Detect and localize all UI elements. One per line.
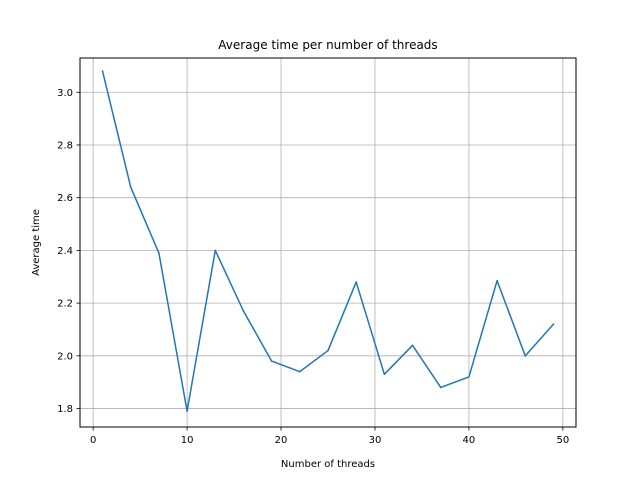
data-point: [552, 323, 555, 325]
data-point: [383, 373, 386, 376]
data-point: [327, 349, 329, 352]
x-tick-label: 0: [90, 435, 96, 446]
y-axis-label: Average time: [31, 209, 42, 276]
data-point: [129, 186, 132, 188]
x-tick-label: 50: [556, 435, 569, 446]
data-point: [496, 279, 498, 282]
x-tick-label: 10: [181, 435, 194, 446]
x-axis-label: Number of threads: [281, 459, 375, 470]
chart-title: Average time per number of threads: [218, 38, 437, 52]
data-point: [411, 344, 414, 347]
x-tick-label: 40: [463, 435, 476, 446]
data-point: [214, 249, 217, 252]
data-point: [468, 376, 470, 378]
y-tick-label: 3.0: [57, 88, 73, 99]
data-point: [524, 355, 527, 357]
data-point: [158, 252, 160, 254]
y-tick-label: 2.0: [57, 351, 73, 362]
series-layer: [101, 70, 555, 412]
plot-frame: [79, 57, 577, 428]
ticks: 0 10 20 30 40 50 1.8 2.0 2.2 2.4 2.6 2.8 3.0: [57, 88, 569, 446]
data-point: [355, 281, 357, 283]
data-point: [270, 360, 273, 362]
data-point: [101, 70, 104, 72]
data-point: [299, 370, 301, 373]
x-tick-label: 30: [369, 435, 382, 446]
data-point: [439, 386, 442, 389]
y-tick-label: 2.2: [57, 299, 73, 310]
data-point: [186, 410, 188, 412]
x-tick-label: 20: [275, 435, 288, 446]
y-tick-label: 2.8: [57, 140, 73, 151]
grid: [80, 58, 576, 427]
y-tick-label: 2.6: [57, 193, 73, 204]
y-tick-label: 2.4: [57, 246, 73, 257]
y-tick-label: 1.8: [57, 404, 73, 415]
data-point: [242, 310, 245, 312]
